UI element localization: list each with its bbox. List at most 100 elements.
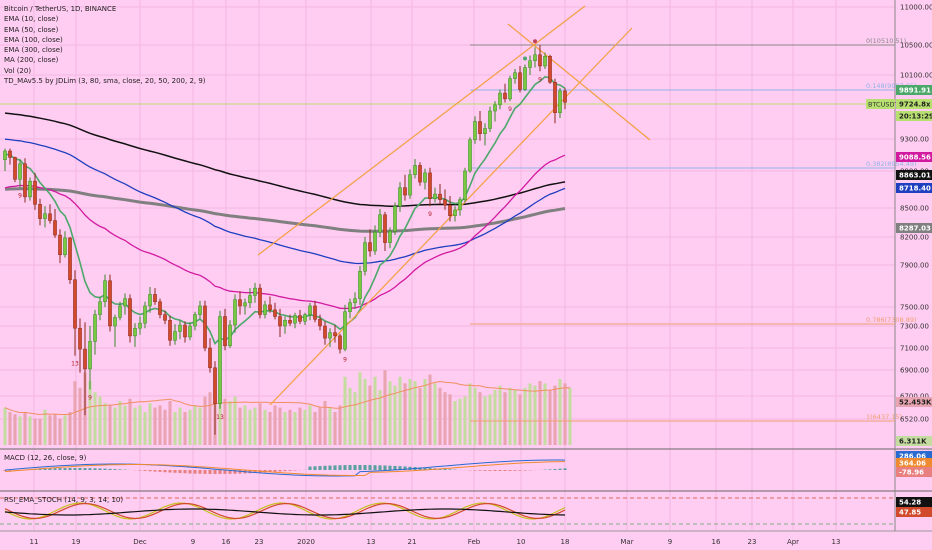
tag-volume-bg bbox=[896, 397, 932, 407]
candle-body bbox=[408, 174, 412, 196]
candle-body bbox=[473, 121, 477, 141]
macd-histogram-bar bbox=[333, 465, 337, 470]
volume-bar bbox=[188, 409, 192, 445]
candle-body bbox=[228, 324, 232, 347]
macd-signal-line bbox=[4, 461, 565, 476]
volume-bar bbox=[148, 403, 152, 445]
candle-body bbox=[73, 279, 77, 329]
candle-body bbox=[38, 204, 42, 219]
macd-histogram-bar bbox=[73, 468, 77, 470]
macd-histogram-bar bbox=[408, 466, 412, 470]
candle-body bbox=[458, 199, 462, 211]
signal-dot bbox=[533, 39, 537, 44]
candle-body bbox=[183, 324, 187, 338]
y-tick-label: 6700.00 bbox=[900, 393, 929, 401]
fib-label: 0(10510.51) bbox=[866, 37, 906, 45]
legend-td[interactable]: TD_MAv5.5 by JDLim (3, 80, sma, close, 2… bbox=[4, 77, 206, 86]
candle-body bbox=[208, 347, 212, 369]
volume-bar bbox=[288, 409, 292, 445]
candle-body bbox=[268, 304, 272, 311]
x-tick-label: 10 bbox=[517, 538, 526, 546]
x-tick-label: 9 bbox=[191, 538, 195, 546]
volume-bar bbox=[403, 383, 407, 445]
volume-bar bbox=[293, 412, 297, 445]
volume-bar bbox=[388, 381, 392, 445]
candle-body bbox=[258, 287, 262, 315]
macd-histogram-bar bbox=[498, 470, 502, 471]
legend-ema100[interactable]: EMA (100, close) bbox=[4, 35, 63, 44]
chart-title[interactable]: Bitcoin / TetherUS, 1D, BINANCE bbox=[4, 5, 117, 13]
x-tick-label: 11 bbox=[30, 538, 39, 546]
candle-body bbox=[158, 301, 162, 315]
volume-bar bbox=[253, 407, 257, 445]
trend-channel bbox=[257, 5, 651, 406]
volume-bar bbox=[533, 385, 537, 445]
macd-histogram-bar bbox=[373, 465, 377, 470]
candle-body bbox=[363, 242, 367, 272]
legend-ema10[interactable]: EMA (10, close) bbox=[4, 15, 59, 24]
signal-dot bbox=[523, 56, 527, 61]
candle-body bbox=[293, 315, 297, 324]
macd-histogram-bar bbox=[138, 470, 142, 471]
candle-body bbox=[438, 193, 442, 200]
macd-histogram-bar bbox=[443, 469, 447, 470]
volume-bar bbox=[278, 407, 282, 445]
macd-histogram-bar bbox=[113, 469, 117, 470]
legend-volume[interactable]: Vol (20) bbox=[4, 66, 32, 75]
rsi-legend[interactable]: RSI_EMA_STOCH (14, 9, 3, 14, 10) bbox=[4, 496, 123, 504]
candle-body bbox=[138, 322, 142, 329]
candle-body bbox=[553, 82, 557, 113]
x-tick-label: 23 bbox=[255, 538, 264, 546]
volume-bar bbox=[358, 372, 362, 445]
volume-bar bbox=[548, 390, 552, 445]
legend-ema50[interactable]: EMA (50, close) bbox=[4, 25, 59, 34]
macd-legend[interactable]: MACD (12, 26, close, 9) bbox=[4, 454, 86, 462]
legend-ma200[interactable]: MA (200, close) bbox=[4, 56, 59, 65]
volume-bar bbox=[123, 405, 127, 445]
volume-bar bbox=[438, 387, 442, 445]
candle-body bbox=[463, 170, 467, 200]
macd-histogram-bar bbox=[423, 467, 427, 470]
x-tick-label: 16 bbox=[222, 538, 231, 546]
volume-bar bbox=[183, 412, 187, 445]
candle-body bbox=[238, 299, 242, 307]
macd-histogram-bar bbox=[183, 470, 187, 474]
y-tick-label: 8200.00 bbox=[900, 234, 929, 242]
legend-ema300[interactable]: EMA (300, close) bbox=[4, 46, 63, 55]
tag-macd-signal: 364.06 bbox=[899, 460, 926, 468]
macd-histogram-bar bbox=[288, 470, 292, 471]
macd-histogram-bar bbox=[388, 465, 392, 470]
x-tick-label: Mar bbox=[620, 538, 633, 546]
candle-body bbox=[428, 172, 432, 200]
tag-rsi-bg bbox=[896, 497, 932, 507]
tag-ema50: 9088.56 bbox=[899, 154, 931, 162]
candle-body bbox=[128, 298, 132, 337]
macd-histogram-bar bbox=[203, 470, 207, 474]
macd-histogram-bar bbox=[158, 470, 162, 472]
candle-body bbox=[533, 54, 537, 61]
volume-bar bbox=[498, 385, 502, 445]
volume-bar bbox=[63, 415, 67, 445]
volume-bar bbox=[93, 392, 97, 445]
candle-body bbox=[23, 163, 27, 198]
volume-bar bbox=[493, 390, 497, 445]
candle-body bbox=[178, 324, 182, 332]
y-tick-label: 6900.00 bbox=[900, 367, 929, 375]
macd-histogram-bar bbox=[148, 470, 152, 472]
macd-histogram-bar bbox=[218, 470, 222, 474]
volume-bar bbox=[503, 392, 507, 445]
tag-vol-alt-bg bbox=[896, 436, 932, 446]
candle-body bbox=[273, 309, 277, 317]
x-tick-label: 21 bbox=[408, 538, 417, 546]
volume-bar bbox=[268, 412, 272, 445]
candle-body bbox=[423, 172, 427, 183]
volume-bar bbox=[18, 416, 22, 445]
volume-bar bbox=[373, 376, 377, 445]
volume-bar bbox=[418, 387, 422, 445]
volume-bar bbox=[473, 387, 477, 445]
volume-bar bbox=[218, 384, 222, 445]
tag-last-bg bbox=[896, 99, 932, 109]
volume-bar bbox=[258, 403, 262, 445]
tag-macd-bg bbox=[896, 451, 932, 461]
candle-body bbox=[93, 314, 97, 342]
